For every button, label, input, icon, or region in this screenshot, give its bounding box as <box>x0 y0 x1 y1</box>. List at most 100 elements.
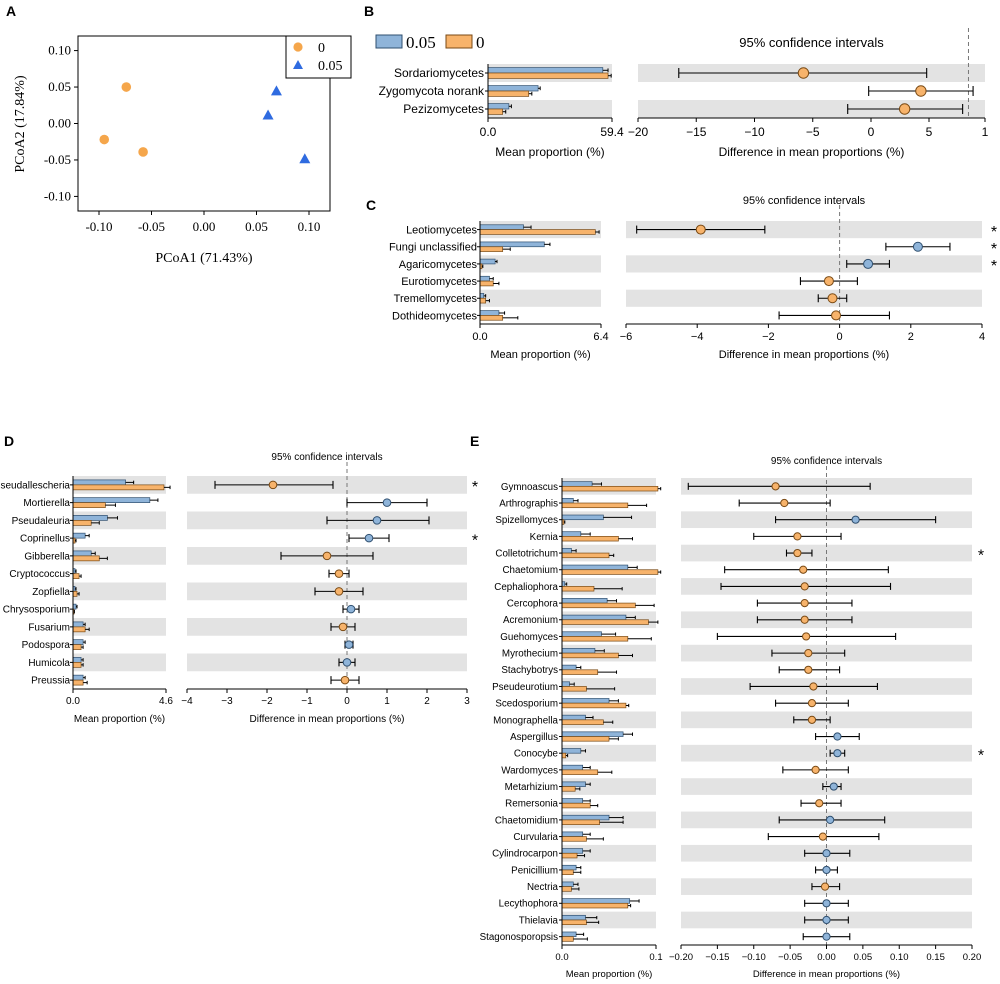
panel-letter-c: C <box>366 197 376 213</box>
diff-x-axis-label: Difference in mean proportions (%) <box>719 349 889 361</box>
bar-0-chaetomidium <box>561 819 600 825</box>
bar-0-monographella <box>561 719 604 725</box>
bar-005-lecythophora <box>561 898 631 904</box>
ci-point-guehomyces <box>802 632 811 641</box>
bar-005-fusarium <box>72 621 84 628</box>
category-label-guehomyces: Guehomyces <box>500 632 558 643</box>
pcoa-x-tick-label: 0.05 <box>245 219 268 234</box>
diff-x-tick-label: 4 <box>979 331 985 343</box>
ci-title: 95% confidence intervals <box>771 456 882 467</box>
bar-005-fungi-unclassified <box>479 241 545 248</box>
significance-star: * <box>991 258 997 275</box>
bar-005-mortierella <box>72 497 151 503</box>
bar-0-stagonosporopsis <box>561 936 574 942</box>
pcoa-panel: -0.10 -0.05 0.00 0.05 0.10 0.10 0.05 0.00 -0.05 -… <box>13 35 352 266</box>
category-label-lecythophora: Lecythophora <box>499 899 559 910</box>
bar-005-acremonium <box>561 614 627 621</box>
ci-point-metarhizium <box>829 782 838 791</box>
bar-005-remersonia <box>561 798 584 804</box>
bar-005-chaetomidium <box>561 814 610 821</box>
diff-x-tick-label: −10 <box>744 125 765 139</box>
diff-x-tick-label: −0.10 <box>742 952 766 963</box>
bar-005-stagonosporopsis <box>561 931 577 938</box>
ci-point-agaricomycetes <box>863 258 874 269</box>
diff-x-tick-label: −1 <box>301 696 313 707</box>
bar-005-penicillium <box>561 864 577 871</box>
stripe-bar-area <box>73 618 166 636</box>
bar-x-tick-label: 4.6 <box>159 696 173 707</box>
bar-005-gibberella <box>72 550 92 557</box>
category-label-remersonia: Remersonia <box>505 799 558 810</box>
pcoa-legend-marker-0 <box>293 42 303 52</box>
ci-point-wardomyces <box>811 765 820 774</box>
pcoa-legend-label-0: 0 <box>318 41 325 56</box>
category-label-gibberella: Gibberella <box>24 551 70 562</box>
bar-0-lecythophora <box>561 902 629 909</box>
category-label-curvularia: Curvularia <box>513 832 558 843</box>
bar-005-leotiomycetes <box>479 224 524 230</box>
diff-x-tick-label: 3 <box>464 696 470 707</box>
bar-005-scedosporium <box>561 698 610 704</box>
diff-x-tick-label: −4 <box>181 696 193 707</box>
category-label-wardomyces: Wardomyces <box>501 765 558 776</box>
bar-005-spizellomyces <box>561 514 604 521</box>
bar-0-zopfiella <box>72 591 78 597</box>
pcoa-point-005 <box>299 153 311 164</box>
pcoa-y-axis-label: PCoA2 (17.84%) <box>13 75 28 173</box>
bar-0-myrothecium <box>561 652 619 659</box>
bar-0-gymnoascus <box>561 485 659 492</box>
bar-005-conocybe <box>561 748 582 754</box>
category-label-monographella: Monographella <box>493 715 558 726</box>
pcoa-point-0 <box>138 147 148 157</box>
category-label-pseudaleuria: Pseudaleuria <box>12 516 71 527</box>
ci-point-fusarium <box>338 622 348 632</box>
bar-005-dothideomycetes <box>479 310 500 316</box>
bar-005-arthrographis <box>561 497 574 504</box>
bar-005-curvularia <box>561 831 584 837</box>
category-label-zygomycota-norank: Zygomycota norank <box>379 84 485 98</box>
category-label-mortierella: Mortierella <box>23 498 70 509</box>
pcoa-y-tick-label: -0.05 <box>44 152 71 167</box>
category-label-conocybe: Conocybe <box>514 749 559 760</box>
stripe-diff-area <box>626 255 982 273</box>
bar-005-myrothecium <box>561 648 596 654</box>
bar-0-pseudallescheria <box>72 484 165 491</box>
category-label-leotiomycetes: Leotiomycetes <box>406 224 477 236</box>
category-label-stachybotrys: Stachybotrys <box>501 665 558 676</box>
bar-0-pezizomycetes <box>487 108 503 115</box>
diff-x-tick-label: −0.20 <box>669 952 693 963</box>
ci-point-leotiomycetes <box>695 224 706 235</box>
stripe-diff-area <box>638 100 985 118</box>
bar-x-axis-label: Mean proportion (%) <box>566 969 653 980</box>
bar-0-pseudaleuria <box>72 520 92 526</box>
category-label-colletotrichum: Colletotrichum <box>495 548 558 559</box>
ci-title: 95% confidence intervals <box>743 195 866 207</box>
pcoa-x-tick-label: -0.10 <box>85 219 112 234</box>
bar-0-colletotrichum <box>561 552 610 559</box>
bar-0-tremellomycetes <box>479 297 487 304</box>
pcoa-x-tick-label: -0.05 <box>138 219 165 234</box>
category-label-cryptococcus: Cryptococcus <box>9 569 70 580</box>
ci-point-arthrographis <box>780 498 789 508</box>
ci-point-remersonia <box>815 799 824 808</box>
stripe-diff-area <box>187 618 467 636</box>
bar-x-axis-label: Mean proportion (%) <box>74 714 165 725</box>
diff-x-tick-label: −3 <box>221 696 233 707</box>
bar-0-humicola <box>72 662 82 668</box>
bar-005-zygomycota-norank <box>487 85 539 92</box>
pcoa-x-tick-label: 0.10 <box>298 219 321 234</box>
diff-x-tick-label: −15 <box>686 125 707 139</box>
bar-x-tick-label: 0.0 <box>480 125 497 139</box>
panel-d-chart: 95% confidence intervals Pseudallescheria… <box>0 452 478 725</box>
stripe-bar-area <box>480 255 601 273</box>
bar-0-guehomyces <box>561 636 629 642</box>
category-label-fusarium: Fusarium <box>28 622 70 633</box>
diff-x-axis-label: Difference in mean proportions (%) <box>719 145 905 159</box>
ci-point-scedosporium <box>807 699 817 708</box>
ci-point-colletotrichum <box>793 548 802 558</box>
category-label-cylindrocarpon: Cylindrocarpon <box>492 849 558 860</box>
bar-0-sordariomycetes <box>487 72 609 79</box>
category-label-thielavia: Thielavia <box>519 915 559 926</box>
category-label-chaetomium: Chaetomium <box>502 565 558 576</box>
